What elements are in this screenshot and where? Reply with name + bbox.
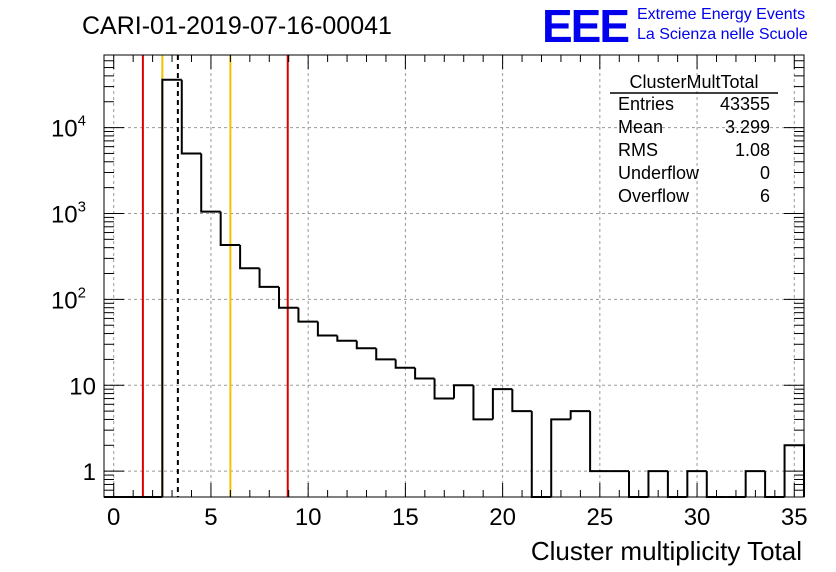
histogram-bin xyxy=(278,286,299,309)
logo-line-2: La Scienza nelle Scuole xyxy=(637,26,808,43)
histogram-bin xyxy=(511,389,532,413)
histogram-bin xyxy=(355,340,377,350)
histogram-bin xyxy=(569,410,591,420)
stats-label: Overflow xyxy=(618,186,690,206)
eee-logo: EEE Extreme Energy Events La Scienza nel… xyxy=(542,0,808,52)
histogram-bin xyxy=(200,153,221,213)
stats-label: RMS xyxy=(618,140,658,160)
histogram-bin xyxy=(647,470,668,497)
eee-logo-mark: EEE xyxy=(542,0,628,52)
stats-box: ClusterMultTotal Entries 43355 Mean 3.299 RM… xyxy=(610,72,778,206)
logo-line-1: Extreme Energy Events xyxy=(637,6,805,23)
x-tick-label: 10 xyxy=(295,504,322,531)
y-tick-label: 102 xyxy=(51,284,86,314)
histogram-bin xyxy=(491,388,513,420)
x-tick-label: 25 xyxy=(586,504,613,531)
histogram-bin xyxy=(297,307,318,323)
stats-value: 3.299 xyxy=(725,117,770,137)
histogram-bin xyxy=(433,378,454,400)
x-tick-label: 30 xyxy=(684,504,711,531)
histogram-bin xyxy=(589,411,610,473)
histogram-bin xyxy=(472,385,493,421)
marker-lines xyxy=(141,55,289,497)
histogram-bin xyxy=(239,244,260,270)
x-axis-ticks: 0 5 10 15 20 25 30 35 xyxy=(107,55,808,531)
histogram-bin xyxy=(375,348,396,361)
histogram-bin xyxy=(336,335,357,342)
stats-title: ClusterMultTotal xyxy=(629,72,758,92)
x-tick-label: 35 xyxy=(781,504,808,531)
x-tick-label: 20 xyxy=(489,504,516,531)
stats-label: Entries xyxy=(618,94,674,114)
stats-value: 6 xyxy=(760,186,770,206)
x-tick-label: 15 xyxy=(392,504,419,531)
grid-lines xyxy=(104,55,804,497)
chart-title: CARI-01-2019-07-16-00041 xyxy=(82,12,392,40)
x-tick-label: 0 xyxy=(107,504,120,531)
stats-value: 43355 xyxy=(720,94,770,114)
histogram-bin xyxy=(453,384,474,399)
histogram-bin xyxy=(258,268,279,288)
histogram-bin xyxy=(219,211,241,246)
stats-label: Mean xyxy=(618,117,663,137)
y-tick-label: 1 xyxy=(83,459,96,486)
histogram-bin xyxy=(316,321,338,337)
y-axis-ticks: 1 10 102 103 104 xyxy=(51,54,804,498)
histogram-bins xyxy=(104,78,805,498)
x-tick-label: 5 xyxy=(204,504,217,531)
histogram-bin xyxy=(550,418,571,497)
stats-value: 1.08 xyxy=(735,140,770,160)
histogram-bin xyxy=(530,411,552,498)
histogram-bin xyxy=(161,78,182,497)
stats-value: 0 xyxy=(760,163,770,183)
histogram-bin xyxy=(414,367,435,380)
plot-frame xyxy=(103,54,805,498)
y-tick-label: 104 xyxy=(51,113,86,143)
y-tick-label: 10 xyxy=(69,373,96,400)
histogram-bin xyxy=(686,470,707,497)
histogram-bin xyxy=(394,359,416,369)
histogram-bin xyxy=(180,79,202,155)
histogram-bin xyxy=(744,470,766,497)
x-axis-label: Cluster multiplicity Total xyxy=(531,536,802,566)
stats-label: Underflow xyxy=(618,163,700,183)
y-tick-label: 103 xyxy=(51,198,86,228)
